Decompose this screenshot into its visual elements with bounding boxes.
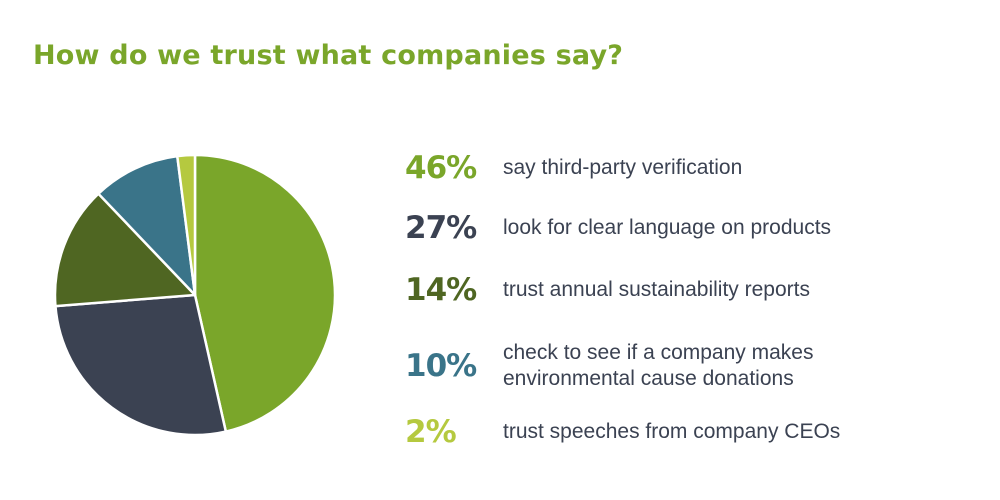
legend-label: trust annual sustainability reports [503, 278, 810, 301]
pie-slice [53, 192, 197, 308]
legend-label: check to see if a company makes environm… [503, 341, 814, 390]
legend-row: 14% trust annual sustainability reports [405, 272, 995, 308]
legend-label: trust speeches from company CEOs [503, 420, 841, 443]
legend-row: 27% look for clear language on products [405, 210, 995, 246]
percent-label: 46% [405, 150, 477, 186]
legend-row: 46% say third-party verification [405, 150, 995, 186]
legend-label: look for clear language on products [503, 216, 832, 239]
pie-chart [53, 153, 337, 437]
legend-row: 10% check to see if a company makes envi… [405, 340, 995, 392]
chart-title: How do we trust what companies say? [33, 40, 624, 71]
pie-slice [54, 293, 228, 437]
legend-row: 2% trust speeches from company CEOs [405, 414, 995, 450]
pie-slice [97, 154, 197, 297]
percent-label: 27% [405, 210, 477, 246]
percent-label: 2% [405, 414, 457, 450]
percent-label: 10% [405, 348, 477, 384]
legend-label: say third-party verification [503, 156, 743, 179]
pie-slice [193, 153, 337, 433]
pie-slice [176, 153, 197, 297]
percent-label: 14% [405, 272, 477, 308]
